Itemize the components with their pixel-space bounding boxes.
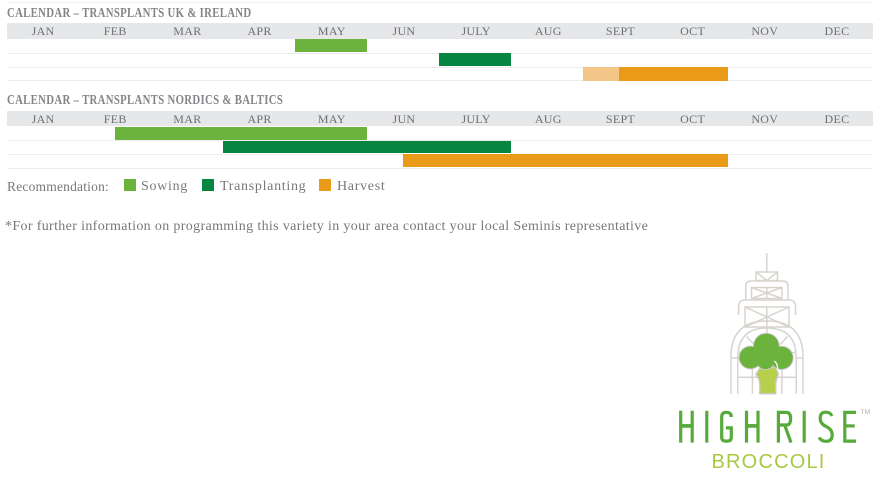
- svg-text:TM: TM: [860, 409, 870, 416]
